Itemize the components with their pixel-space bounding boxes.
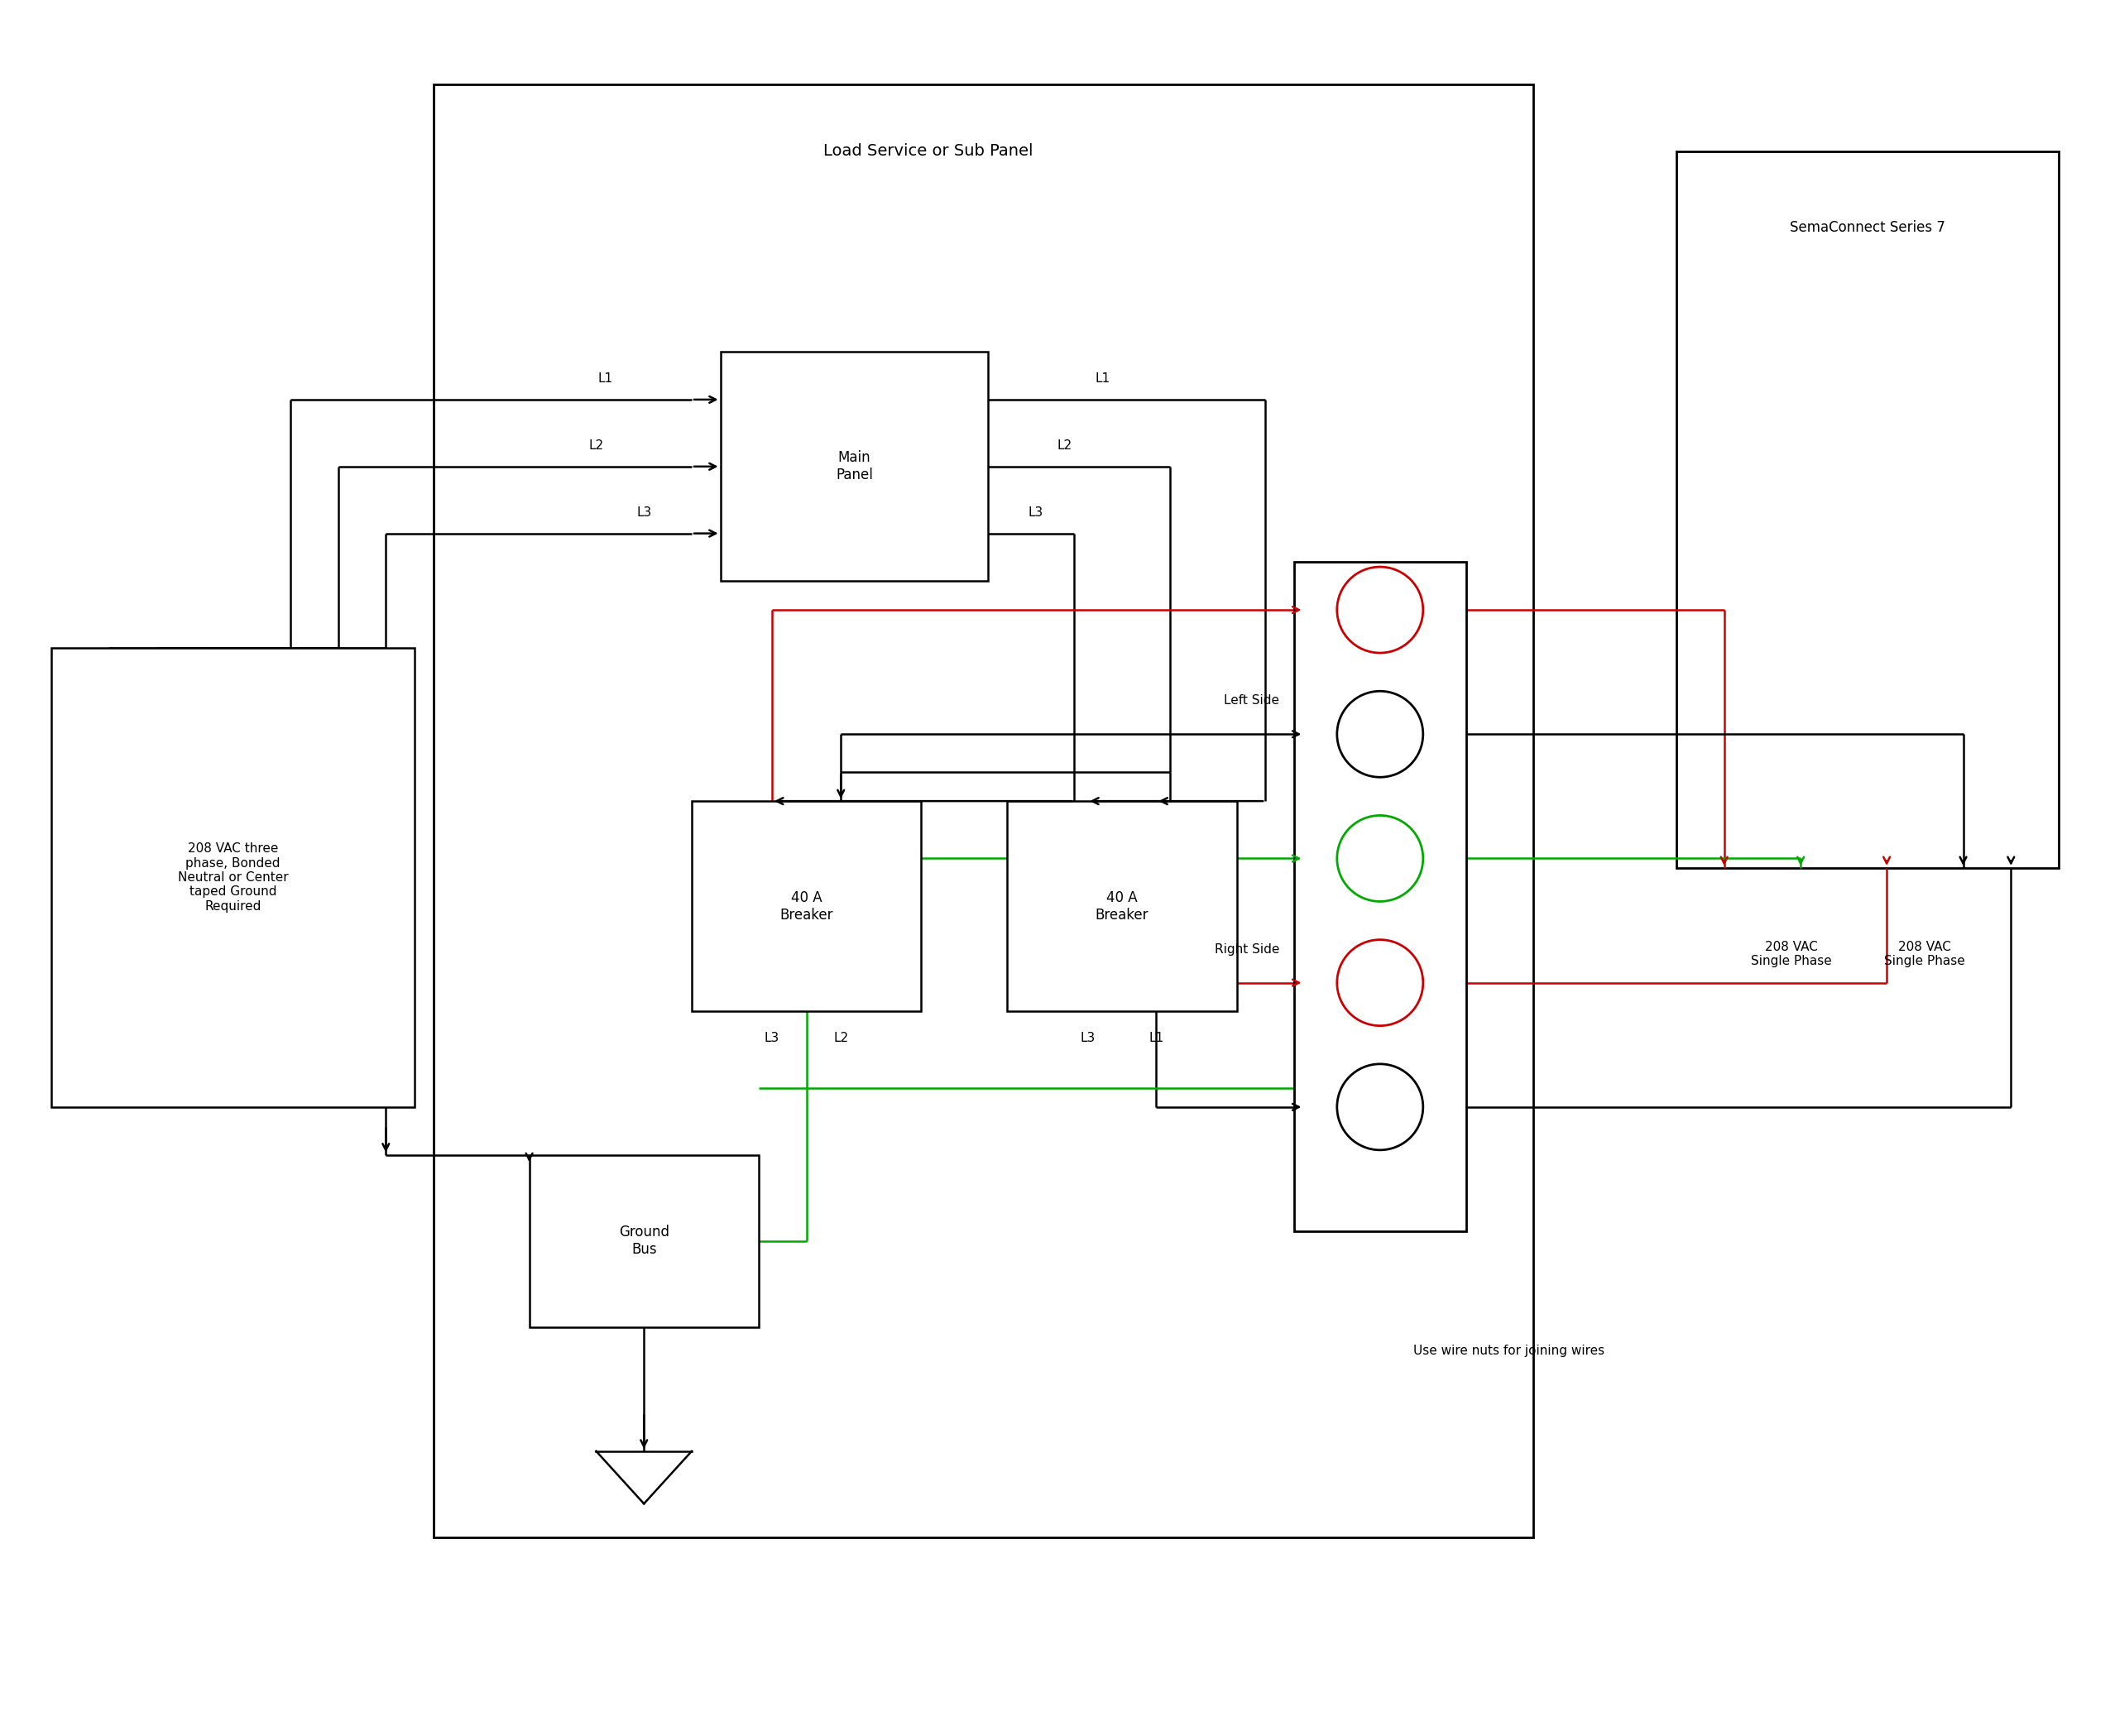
Text: 208 VAC three
phase, Bonded
Neutral or Center
taped Ground
Required: 208 VAC three phase, Bonded Neutral or C…: [177, 842, 289, 913]
Circle shape: [1338, 568, 1422, 653]
Text: Left Side: Left Side: [1224, 694, 1279, 707]
Text: Main
Panel: Main Panel: [836, 450, 874, 483]
Text: L3: L3: [1080, 1031, 1095, 1045]
Text: L3: L3: [764, 1031, 779, 1045]
Text: Load Service or Sub Panel: Load Service or Sub Panel: [823, 142, 1034, 160]
Bar: [1675, 151, 2059, 868]
Bar: [1006, 800, 1236, 1012]
Bar: [1293, 562, 1466, 1231]
Bar: [692, 800, 922, 1012]
Text: L1: L1: [1095, 372, 1110, 385]
Text: Ground
Bus: Ground Bus: [618, 1226, 669, 1257]
Text: L1: L1: [1148, 1031, 1165, 1045]
Circle shape: [1338, 816, 1422, 901]
Bar: [530, 1154, 760, 1326]
Text: Right Side: Right Side: [1215, 943, 1279, 955]
Text: SemaConnect Series 7: SemaConnect Series 7: [1789, 220, 1945, 234]
Text: L3: L3: [1028, 507, 1044, 519]
Text: 208 VAC
Single Phase: 208 VAC Single Phase: [1751, 941, 1831, 967]
Text: 40 A
Breaker: 40 A Breaker: [1095, 891, 1148, 922]
Circle shape: [1338, 1064, 1422, 1149]
Text: L1: L1: [599, 372, 614, 385]
Bar: [720, 352, 987, 582]
Text: L2: L2: [1057, 439, 1072, 451]
Text: L2: L2: [833, 1031, 848, 1045]
Bar: [435, 83, 1534, 1536]
Bar: [51, 648, 414, 1108]
Circle shape: [1338, 691, 1422, 778]
Text: 40 A
Breaker: 40 A Breaker: [781, 891, 833, 922]
Text: Use wire nuts for joining wires: Use wire nuts for joining wires: [1414, 1345, 1606, 1358]
Text: L2: L2: [589, 439, 603, 451]
Circle shape: [1338, 939, 1422, 1026]
Text: 208 VAC
Single Phase: 208 VAC Single Phase: [1884, 941, 1964, 967]
Text: L3: L3: [637, 507, 652, 519]
